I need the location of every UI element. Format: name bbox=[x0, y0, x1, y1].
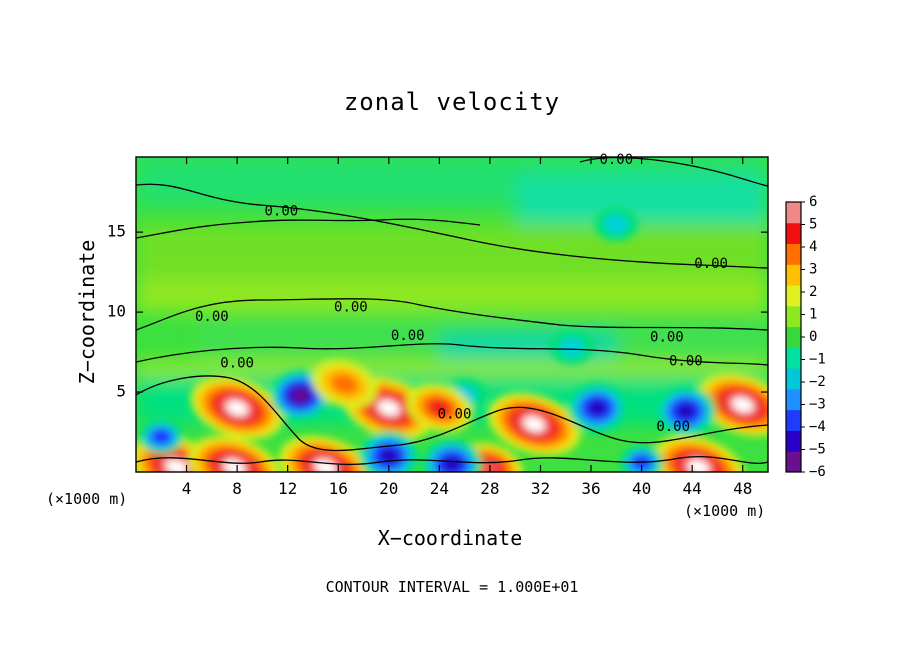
plot-frame bbox=[135, 156, 769, 473]
negative-velocity-cell bbox=[559, 337, 586, 358]
x-tick-label: 40 bbox=[632, 479, 651, 498]
x-unit-label-right: (×1000 m) bbox=[684, 502, 766, 520]
contour-label: 0.00 bbox=[656, 419, 690, 435]
x-tick-label: 4 bbox=[182, 479, 192, 498]
x-tick-label: 16 bbox=[329, 479, 348, 498]
field-band bbox=[136, 224, 768, 289]
colorbar-tick-label: 4 bbox=[809, 239, 817, 255]
contour-label: 0.00 bbox=[334, 299, 368, 315]
colorbar-swatch bbox=[786, 388, 801, 411]
colorbar-tick-label: 6 bbox=[809, 194, 817, 210]
negative-velocity-cell bbox=[152, 430, 170, 444]
colorbar-swatch bbox=[786, 326, 801, 348]
x-tick-label: 32 bbox=[531, 479, 550, 498]
contour-label: 0.00 bbox=[650, 330, 684, 346]
colorbar-tick-label: −2 bbox=[809, 374, 826, 390]
negative-velocity-cell bbox=[379, 448, 398, 464]
colorbar-tick-label: −4 bbox=[809, 419, 826, 435]
contour-label: 0.00 bbox=[195, 309, 229, 325]
colorbar-swatch bbox=[786, 305, 801, 328]
contour-label: 0.00 bbox=[265, 203, 299, 219]
positive-velocity-cell bbox=[165, 459, 188, 472]
colorbar-swatch bbox=[786, 409, 801, 431]
colorbar-tick-label: 1 bbox=[809, 307, 817, 323]
x-tick-label: 20 bbox=[379, 479, 398, 498]
positive-velocity-cell bbox=[523, 416, 546, 432]
zero-contour-line bbox=[136, 456, 768, 466]
y-tick-label: 10 bbox=[107, 302, 126, 321]
colorbar-tick-label: −6 bbox=[809, 464, 826, 480]
negative-velocity-cell bbox=[291, 388, 309, 402]
negative-velocity-cell bbox=[676, 403, 696, 419]
colorbar-swatch bbox=[786, 243, 801, 265]
contour-label: 0.00 bbox=[391, 328, 425, 344]
colorbar-tick-label: 5 bbox=[809, 217, 817, 233]
contour-label: 0.00 bbox=[694, 256, 728, 272]
zero-contour-line bbox=[136, 298, 768, 331]
zero-contour-line bbox=[136, 375, 768, 452]
positive-velocity-cell bbox=[731, 397, 754, 413]
contour-label: 0.00 bbox=[220, 355, 254, 371]
positive-velocity-cell bbox=[687, 459, 710, 472]
positive-velocity-cell bbox=[226, 400, 249, 416]
x-axis-label: X−coordinate bbox=[377, 526, 523, 550]
zero-contour-line bbox=[136, 343, 768, 366]
zero-contour-line bbox=[136, 218, 481, 239]
colorbar-swatch bbox=[786, 347, 801, 369]
positive-velocity-cell bbox=[330, 373, 359, 395]
colorbar-swatch bbox=[786, 451, 801, 473]
contour-label: 0.00 bbox=[669, 354, 703, 370]
contour-label: 0.00 bbox=[438, 406, 472, 422]
colorbar-swatch bbox=[786, 264, 801, 286]
colorbar-tick-label: 3 bbox=[809, 262, 817, 278]
colorbar-tick-label: −1 bbox=[809, 352, 826, 368]
positive-velocity-cell bbox=[428, 399, 451, 417]
field-features bbox=[136, 207, 768, 472]
contour-interval-note: CONTOUR INTERVAL = 1.000E+01 bbox=[325, 578, 579, 596]
x-unit-label-left: (×1000 m) bbox=[46, 490, 128, 508]
negative-velocity-cell bbox=[603, 214, 630, 235]
x-tick-label: 36 bbox=[581, 479, 600, 498]
colorbar-swatch bbox=[786, 368, 801, 390]
field-band bbox=[136, 280, 768, 313]
contour-label: 0.00 bbox=[599, 152, 633, 168]
colorbar-tick-label: −3 bbox=[809, 397, 826, 413]
zero-contour-line bbox=[136, 183, 768, 269]
y-tick-label: 15 bbox=[107, 222, 126, 241]
x-tick-label: 24 bbox=[430, 479, 449, 498]
positive-velocity-cell bbox=[377, 400, 400, 416]
x-tick-label: 48 bbox=[733, 479, 752, 498]
negative-velocity-cell bbox=[442, 456, 462, 472]
x-tick-label: 8 bbox=[232, 479, 242, 498]
y-tick-label: 5 bbox=[116, 382, 126, 401]
colorbar-tick-label: 2 bbox=[809, 284, 817, 300]
colorbar-swatch bbox=[786, 285, 801, 307]
negative-velocity-cell bbox=[588, 400, 607, 416]
colorbar-tick-label: −5 bbox=[809, 442, 826, 458]
colorbar-swatch bbox=[786, 222, 801, 245]
x-tick-label: 44 bbox=[683, 479, 702, 498]
chart-title: zonal velocity bbox=[343, 88, 561, 116]
colorbar-swatch bbox=[786, 202, 801, 224]
x-tick-label: 12 bbox=[278, 479, 297, 498]
x-tick-label: 28 bbox=[480, 479, 499, 498]
colorbar-tick-label: 0 bbox=[809, 329, 817, 345]
colorbar-swatch bbox=[786, 430, 801, 452]
